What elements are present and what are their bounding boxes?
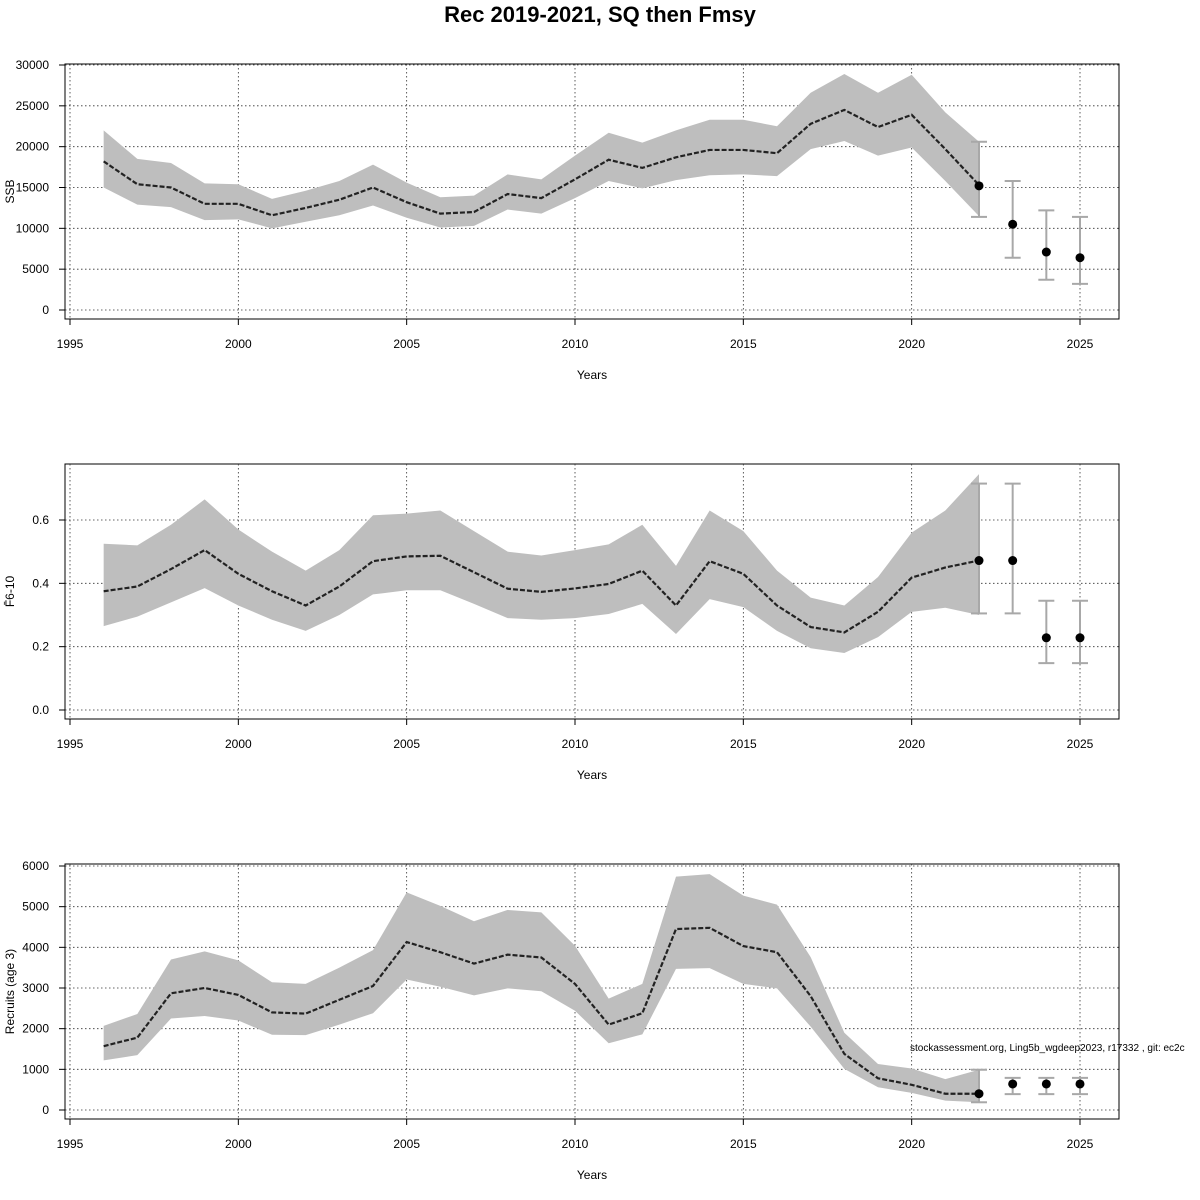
x-tick-label: 2015 <box>730 337 757 351</box>
x-tick-label: 2005 <box>393 337 420 351</box>
forecast-point <box>1008 219 1018 229</box>
x-tick-label: 2010 <box>562 1137 589 1151</box>
forecast-point <box>1041 633 1051 643</box>
y-tick-label: 0 <box>42 1103 49 1117</box>
panel-2: 1995 2000 2005 2010 2015 2020 2025 Years 0.0 0.2 0… <box>3 463 1120 782</box>
forecast-point <box>1008 556 1018 566</box>
y-tick-label: 0.2 <box>32 640 49 654</box>
forecast-point <box>974 181 984 191</box>
x-tick-label: 1995 <box>57 337 84 351</box>
x-tick-label: 2000 <box>225 737 252 751</box>
x-tick-label: 2025 <box>1067 1137 1094 1151</box>
x-axis-label: Years <box>577 368 607 382</box>
x-tick-label: 2015 <box>730 737 757 751</box>
x-tick-label: 2020 <box>898 737 925 751</box>
y-tick-label: 3000 <box>22 981 49 995</box>
x-tick-label: 2000 <box>225 337 252 351</box>
forecast-point <box>1041 1079 1051 1089</box>
y-tick-label: 5000 <box>22 900 49 914</box>
forecast-point <box>974 556 984 566</box>
confidence-band <box>103 474 979 653</box>
estimate-line <box>103 926 979 1095</box>
x-tick-label: 2010 <box>562 337 589 351</box>
y-tick-label: 20000 <box>16 140 50 154</box>
y-tick-label: 0 <box>42 303 49 317</box>
x-tick-label: 2000 <box>225 1137 252 1151</box>
footer-watermark: stockassessment.org, Ling5b_wgdeep2023, … <box>910 1043 1185 1054</box>
panel-3: 1995 2000 2005 2010 2015 2020 2025 Years 0 1000 20… <box>3 859 1120 1182</box>
x-axis-label: Years <box>577 768 607 782</box>
chart-title: Rec 2019-2021, SQ then Fmsy <box>444 2 756 27</box>
x-tick-label: 2025 <box>1067 737 1094 751</box>
estimate-line <box>103 108 980 217</box>
x-tick-label: 2010 <box>562 737 589 751</box>
forecast-point <box>974 1089 984 1099</box>
y-tick-label: 15000 <box>16 181 50 195</box>
forecast-point <box>1008 1079 1018 1089</box>
x-tick-label: 1995 <box>57 737 84 751</box>
y-axis-label: SSB <box>3 179 17 203</box>
x-tick-label: 2005 <box>393 1137 420 1151</box>
y-tick-label: 0.4 <box>32 576 49 590</box>
x-tick-label: 2020 <box>898 1137 925 1151</box>
y-tick-label: 1000 <box>22 1062 49 1076</box>
y-tick-label: 2000 <box>22 1022 49 1036</box>
y-tick-label: 10000 <box>16 221 50 235</box>
y-tick-label: 0.0 <box>32 703 49 717</box>
y-tick-label: 6000 <box>22 859 49 873</box>
panel-1: 1995 2000 2005 2010 2015 2020 2025 Years 0 5000 10… <box>3 58 1120 382</box>
x-tick-label: 2015 <box>730 1137 757 1151</box>
confidence-band <box>103 73 979 229</box>
y-axis-label: Recruits (age 3) <box>3 949 17 1034</box>
y-axis-label: F̄6-10 <box>3 576 17 608</box>
forecast-point <box>1041 247 1051 257</box>
y-tick-label: 30000 <box>16 58 50 72</box>
y-tick-label: 0.6 <box>32 513 49 527</box>
forecast-point <box>1075 1079 1085 1089</box>
y-tick-label: 4000 <box>22 940 49 954</box>
y-tick-label: 25000 <box>16 99 50 113</box>
forecast-point <box>1075 633 1085 643</box>
estimate-line <box>103 548 980 634</box>
y-tick-label: 5000 <box>22 262 49 276</box>
confidence-band <box>103 874 979 1103</box>
x-tick-label: 1995 <box>57 1137 84 1151</box>
x-axis-label: Years <box>577 1168 607 1182</box>
x-tick-label: 2020 <box>898 337 925 351</box>
forecast-point <box>1075 253 1085 263</box>
x-tick-label: 2025 <box>1067 337 1094 351</box>
x-tick-label: 2005 <box>393 737 420 751</box>
